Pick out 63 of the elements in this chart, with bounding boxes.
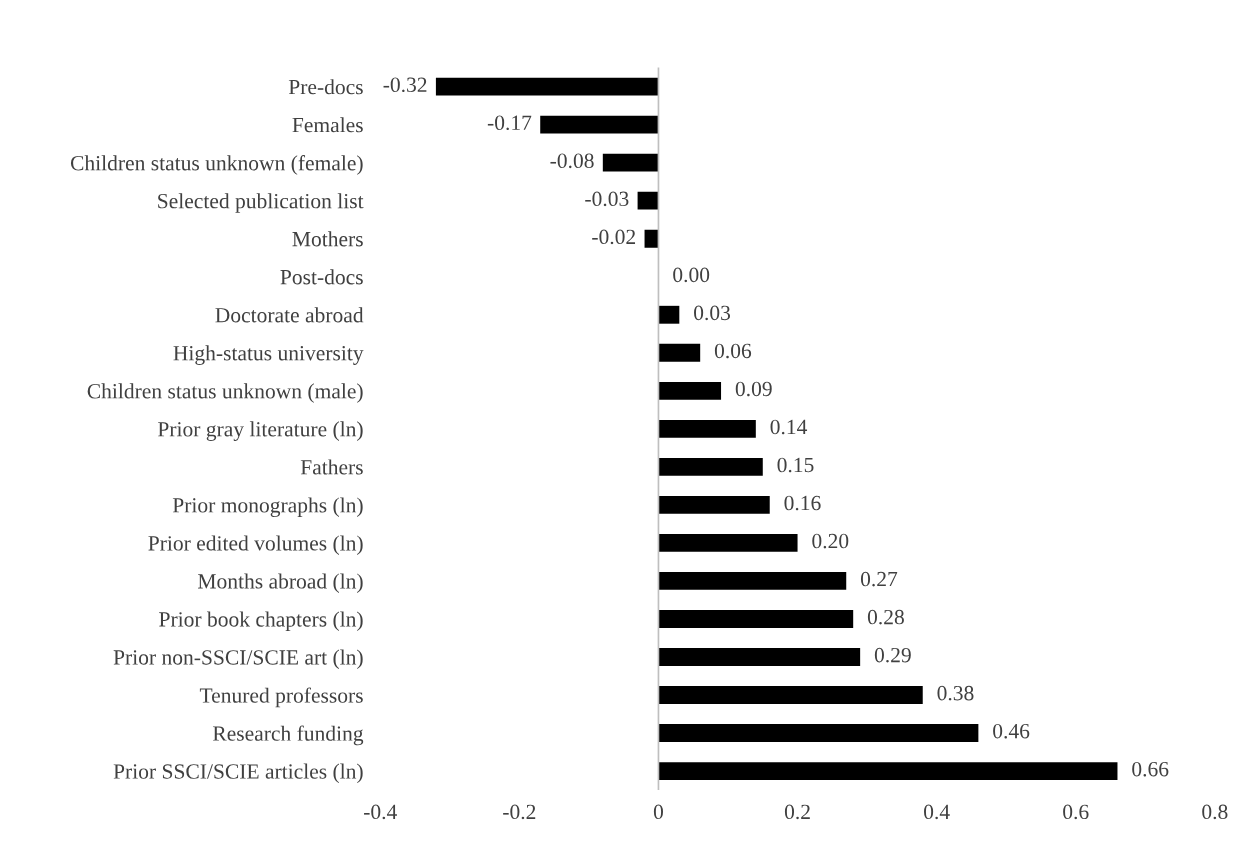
y-tick-label: Fathers [300,459,363,475]
data-label: -0.32 [383,77,427,93]
data-label: -0.03 [585,191,629,207]
data-label: 0.27 [860,571,898,587]
x-tick-label: 0 [653,804,664,820]
bar [602,153,659,172]
data-label: -0.08 [550,153,594,169]
bar [658,419,756,438]
y-tick-label: Post-docs [280,269,363,285]
x-tick-label: -0.2 [503,804,536,820]
bar [658,648,861,666]
y-tick-label: Prior gray literature (ln) [157,421,363,441]
y-tick-label: Tenured professors [199,687,363,708]
data-label: 0.38 [937,685,974,701]
data-label: 0.00 [673,267,710,283]
y-tick-label: Prior non-SSCI/SCIE art (ln) [113,649,363,670]
bar [658,533,798,552]
bar [658,495,770,514]
y-tick-label: High-status university [173,345,364,365]
data-label: 0.46 [993,723,1030,739]
bar [658,686,923,704]
data-label: 0.16 [784,495,821,511]
x-tick-label: 0.6 [1063,804,1089,820]
y-tick-label: Prior SSCI/SCIE articles (ln) [113,763,363,784]
x-tick-label: 0.4 [924,804,950,820]
y-tick-label: Doctorate abroad [215,307,364,323]
bar [658,572,847,590]
data-label: 0.09 [735,381,772,397]
data-label: 0.14 [770,419,808,435]
y-tick-label: Children status unknown (male) [87,383,363,403]
bar [658,610,854,628]
x-tick-label: 0.2 [784,804,810,820]
bar [658,724,979,742]
data-label: 0.03 [694,305,731,321]
y-tick-label: Prior book chapters (ln) [159,611,363,632]
data-label: 0.28 [867,609,904,625]
y-tick-label: Research funding [212,725,364,746]
x-tick-label: -0.4 [364,804,397,820]
data-label: 0.29 [874,647,911,663]
data-label: -0.02 [592,229,636,245]
data-label: 0.15 [777,457,814,473]
bar [658,343,701,362]
bar [658,457,763,476]
bar [658,305,680,324]
data-label: 0.20 [812,533,849,549]
bar [435,77,659,96]
data-label: 0.66 [1132,761,1169,777]
y-tick-label: Prior edited volumes (ln) [148,535,363,555]
bar [644,229,659,248]
y-tick-label: Mothers [292,231,363,247]
bar [637,191,659,210]
bar [658,762,1118,780]
bar [540,115,659,134]
y-tick-label: Females [292,117,363,133]
y-tick-label: Children status unknown (female) [70,155,363,175]
y-tick-label: Prior monographs (ln) [172,497,363,517]
y-tick-label: Selected publication list [158,193,364,213]
data-label: 0.06 [714,343,752,359]
x-tick-label: 0.8 [1202,804,1228,820]
y-tick-label: Pre-docs [288,79,363,95]
y-tick-label: Months abroad (ln) [198,573,363,593]
data-label: -0.17 [487,115,532,131]
bar [658,381,722,400]
